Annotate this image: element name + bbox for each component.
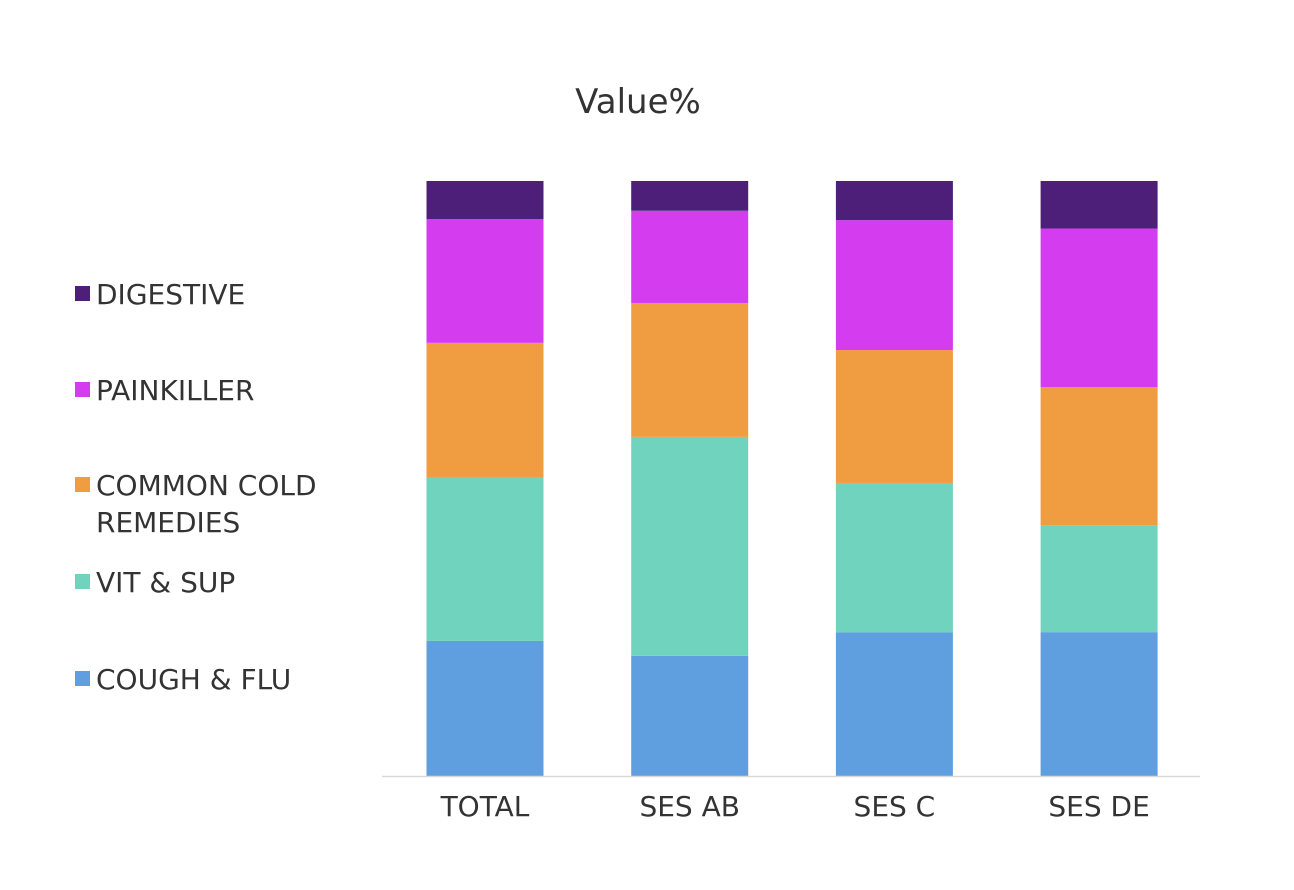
legend-item-cough-and-flu: COUGH & FLU — [75, 661, 366, 698]
legend-item-vit-and-sup: VIT & SUP — [75, 564, 366, 601]
bar-segment-ses-ab-painkiller — [631, 210, 749, 303]
legend-label-painkiller: PAINKILLER — [96, 374, 255, 407]
bar-segment-total-common-cold-remedies — [426, 342, 544, 478]
bar-segment-ses-c-common-cold-remedies — [835, 350, 953, 483]
legend-swatch-common-cold-remedies — [75, 477, 90, 492]
bar-segment-ses-de-cough-and-flu — [1040, 632, 1158, 776]
x-tick-label-total: TOTAL — [440, 790, 530, 823]
x-tick-label-ses-de: SES DE — [1048, 790, 1149, 823]
chart-legend: DIGESTIVE PAINKILLER COMMON COLD REMEDIES VI… — [0, 0, 380, 890]
legend-item-digestive: DIGESTIVE — [75, 276, 366, 313]
x-tick-label-ses-c: SES C — [854, 790, 936, 823]
bar-segment-ses-de-common-cold-remedies — [1040, 387, 1158, 526]
legend-label-common-cold-remedies: COMMON COLD REMEDIES — [96, 469, 317, 539]
bar-segment-ses-ab-common-cold-remedies — [631, 302, 749, 437]
legend-swatch-digestive — [75, 286, 90, 301]
bar-segment-ses-c-vit-and-sup — [835, 482, 953, 633]
bar-segment-ses-c-cough-and-flu — [835, 632, 953, 776]
legend-swatch-vit-and-sup — [75, 574, 90, 589]
bar-segment-ses-c-digestive — [835, 181, 953, 221]
bar-segment-ses-c-painkiller — [835, 220, 953, 351]
x-tick-label-ses-ab: SES AB — [639, 790, 740, 823]
bar-segment-total-vit-and-sup — [426, 477, 544, 641]
bar-segment-ses-de-vit-and-sup — [1040, 525, 1158, 633]
bar-segment-ses-de-digestive — [1040, 181, 1158, 229]
bar-segment-ses-ab-vit-and-sup — [631, 436, 749, 656]
legend-label-vit-and-sup: VIT & SUP — [96, 566, 236, 599]
bar-segment-total-cough-and-flu — [426, 640, 544, 776]
bar-segment-ses-ab-cough-and-flu — [631, 655, 749, 776]
legend-swatch-cough-and-flu — [75, 671, 90, 686]
bar-segment-ses-de-painkiller — [1040, 228, 1158, 388]
legend-label-digestive: DIGESTIVE — [96, 278, 246, 311]
bar-segment-ses-ab-digestive — [631, 181, 749, 211]
chart-title: Value% — [575, 82, 701, 122]
bar-segment-total-painkiller — [426, 219, 544, 343]
legend-label-cough-and-flu: COUGH & FLU — [96, 663, 292, 696]
bar-segment-total-digestive — [426, 181, 544, 220]
legend-swatch-painkiller — [75, 382, 90, 397]
legend-item-common-cold-remedies: COMMON COLD REMEDIES — [75, 467, 366, 541]
legend-item-painkiller: PAINKILLER — [75, 372, 366, 409]
